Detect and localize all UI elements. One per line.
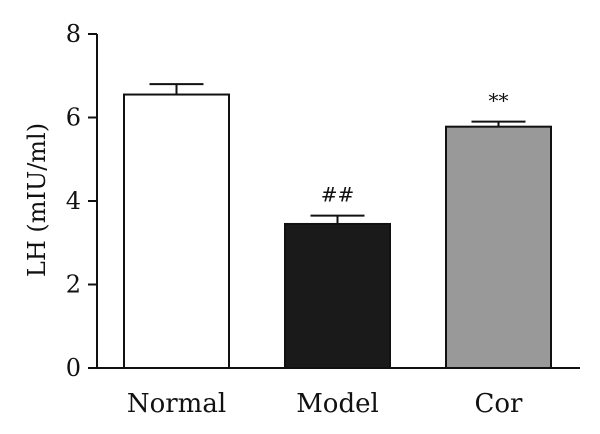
bar-normal [123, 93, 230, 369]
y-tick-label: 4 [66, 187, 81, 215]
y-tick-label: 6 [66, 104, 81, 132]
x-tick-label: Model [296, 389, 379, 419]
x-tick-label: Cor [475, 389, 524, 419]
y-axis: 0 2 4 6 8 [66, 20, 98, 382]
y-tick-label: 8 [66, 20, 81, 48]
annotation-model: ## [321, 183, 355, 207]
y-tick-label: 2 [66, 271, 81, 299]
y-axis-label: LH (mIU/ml) [23, 123, 51, 277]
error-bars [149, 83, 526, 224]
y-tick-label: 0 [66, 354, 81, 382]
significance-annotations: ## ** [321, 89, 509, 207]
bar-model [284, 222, 391, 369]
annotation-cor: ** [489, 89, 509, 113]
bars [123, 93, 552, 369]
x-tick-label: Normal [127, 389, 226, 419]
x-axis: Normal Model Cor [97, 367, 580, 419]
bar-cor [445, 125, 552, 369]
